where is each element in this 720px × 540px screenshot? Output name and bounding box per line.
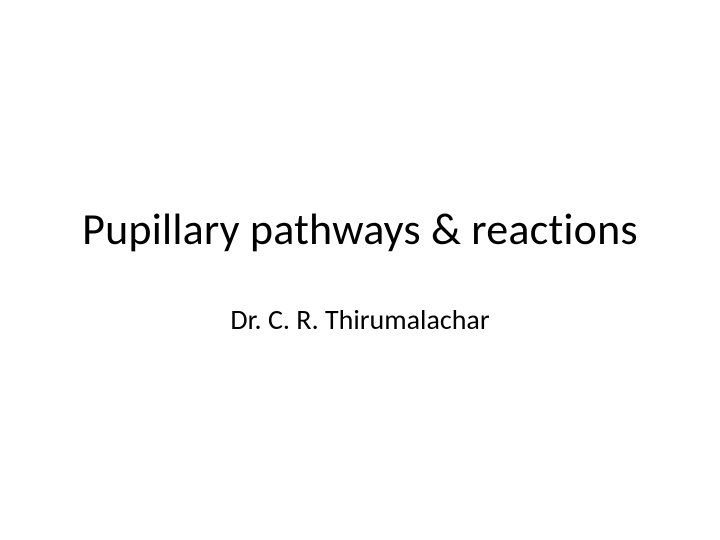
slide-subtitle: Dr. C. R. Thirumalachar <box>230 303 489 337</box>
slide-container: Pupillary pathways & reactions Dr. C. R.… <box>0 0 720 540</box>
slide-title: Pupillary pathways & reactions <box>82 204 638 255</box>
